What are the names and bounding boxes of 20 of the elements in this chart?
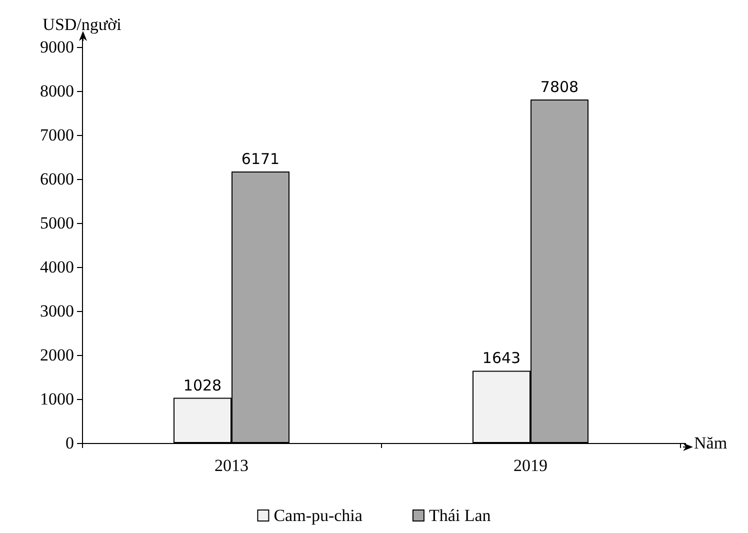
y-tick-label: 7000 — [40, 126, 74, 144]
x-tick-label: 2019 — [514, 456, 548, 475]
legend-label: Cam-pu-chia — [274, 506, 363, 525]
x-axis-title: Năm — [694, 434, 728, 452]
y-tick-label: 9000 — [40, 38, 74, 56]
data-label: 1643 — [482, 349, 521, 368]
y-tick-label: 6000 — [40, 170, 74, 188]
x-tick-label: 2013 — [214, 456, 248, 475]
y-tick-label: 3000 — [40, 302, 74, 320]
y-tick-label: 8000 — [40, 82, 74, 100]
y-tick-label: 0 — [66, 434, 74, 452]
y-axis-title: USD/người — [42, 15, 122, 34]
data-label: 1028 — [183, 376, 222, 394]
data-label: 7808 — [540, 78, 579, 96]
y-tick-label: 5000 — [40, 214, 74, 232]
y-tick-label: 2000 — [40, 346, 74, 364]
y-tick-label: 1000 — [40, 390, 74, 408]
legend-label: Thái Lan — [428, 506, 492, 525]
y-tick-label: 4000 — [40, 258, 74, 276]
data-label: 6171 — [241, 150, 280, 168]
